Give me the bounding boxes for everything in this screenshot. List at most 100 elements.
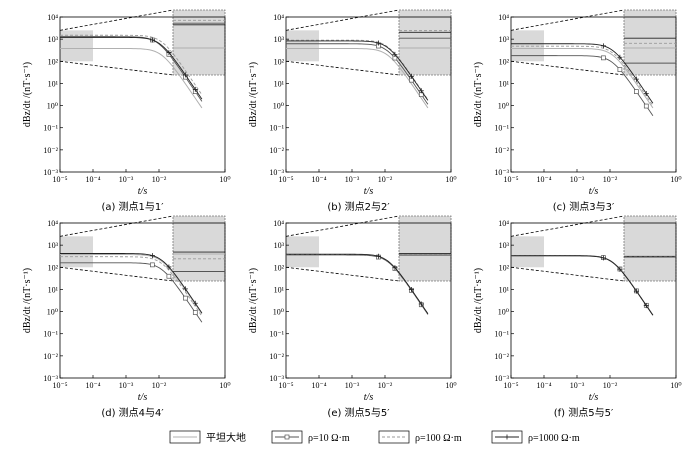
y-tick-label: 10⁴ bbox=[498, 13, 509, 22]
y-tick-label: 10³ bbox=[499, 241, 510, 250]
inset-zoom-box bbox=[623, 9, 677, 76]
panel-a: 10⁻⁵ 10⁻⁴ 10⁻³ 10⁻² 10⁰ 10⁴ 10³ 10² 10¹ 10⁰ 10⁻¹ 10… bbox=[22, 9, 231, 213]
series-r1000-line bbox=[60, 36, 203, 100]
x-tick-label: 10⁻³ bbox=[119, 381, 134, 390]
marker-square bbox=[643, 103, 649, 109]
marker-plus bbox=[166, 50, 172, 56]
legend-marker-plus bbox=[504, 434, 510, 440]
y-tick-label: 10² bbox=[499, 57, 510, 66]
series-r10-line bbox=[511, 55, 654, 117]
plot-frame bbox=[285, 222, 452, 379]
y-tick-label: 10² bbox=[48, 57, 59, 66]
y-tick-label: 10⁰ bbox=[47, 308, 58, 317]
y-tick-label: 10⁻³ bbox=[494, 168, 509, 177]
marker-plus bbox=[600, 255, 606, 261]
marker-plus bbox=[182, 72, 188, 78]
x-tick-label: 10⁻² bbox=[603, 381, 618, 390]
y-tick-label: 10¹ bbox=[48, 285, 59, 294]
y-axis-label: dBz/dt /(nT·s⁻¹) bbox=[473, 62, 484, 127]
panel-d: 10⁻⁵ 10⁻⁴ 10⁻³ 10⁻² 10⁰ 10⁴ 10³ 10² 10¹ 10⁰ 10⁻¹ 10… bbox=[22, 215, 231, 419]
x-tick-label: 10⁻⁵ bbox=[278, 175, 293, 184]
inset-zoom-box bbox=[172, 215, 226, 282]
x-tick-label: 10⁻² bbox=[378, 175, 393, 184]
x-tick-label: 10⁻³ bbox=[570, 381, 585, 390]
y-tick-label: 10⁰ bbox=[273, 102, 284, 111]
series-r1000-line bbox=[60, 253, 203, 314]
y-tick-label: 10¹ bbox=[48, 79, 59, 88]
y-tick-label: 10⁰ bbox=[498, 102, 509, 111]
x-axis-label: t/s bbox=[364, 392, 374, 403]
y-tick-label: 10⁻² bbox=[494, 352, 509, 361]
y-tick-label: 10⁰ bbox=[273, 308, 284, 317]
panel-f: 10⁻⁵ 10⁻⁴ 10⁻³ 10⁻² 10⁰ 10⁴ 10³ 10² 10¹ 10⁰ 10⁻¹ 10… bbox=[473, 215, 682, 419]
y-tick-label: 10⁻² bbox=[269, 352, 284, 361]
y-tick-label: 10⁻² bbox=[43, 352, 58, 361]
marker-plus bbox=[375, 40, 381, 46]
x-tick-label: 10⁻² bbox=[152, 175, 167, 184]
y-tick-label: 10⁴ bbox=[273, 219, 284, 228]
inset-zoom-box bbox=[398, 9, 452, 76]
marker-square bbox=[617, 67, 623, 72]
marker-plus bbox=[149, 37, 155, 43]
plot-frame bbox=[59, 222, 226, 379]
y-tick-label: 10³ bbox=[48, 35, 59, 44]
marker-square bbox=[192, 310, 198, 315]
series-flat-line bbox=[511, 47, 654, 109]
y-axis-label: dBz/dt /(nT·s⁻¹) bbox=[248, 62, 259, 127]
plot-frame bbox=[59, 16, 226, 173]
x-tick-label: 10⁻³ bbox=[345, 175, 360, 184]
marker-plus bbox=[617, 54, 623, 60]
panel-caption: (f) 测点5与5′ bbox=[554, 406, 614, 419]
y-tick-label: 10⁴ bbox=[47, 13, 58, 22]
x-axis-label: t/s bbox=[589, 392, 599, 403]
inset-connector-top bbox=[510, 215, 625, 237]
inset-source-window bbox=[60, 236, 93, 268]
y-axis-label: dBz/dt /(nT·s⁻¹) bbox=[22, 62, 33, 127]
marker-plus bbox=[418, 88, 424, 94]
x-tick-label: 10⁰ bbox=[219, 381, 230, 390]
y-tick-label: 10⁻² bbox=[43, 146, 58, 155]
marker-plus bbox=[408, 73, 414, 79]
y-tick-label: 10⁴ bbox=[273, 13, 284, 22]
series-flat-line bbox=[286, 47, 429, 109]
series-flat-line bbox=[60, 253, 203, 315]
x-tick-label: 10⁻⁵ bbox=[52, 175, 67, 184]
x-tick-label: 10⁻² bbox=[378, 381, 393, 390]
marker-plus bbox=[617, 266, 623, 272]
marker-plus bbox=[192, 86, 198, 92]
x-tick-label: 10⁻⁵ bbox=[503, 381, 518, 390]
series-r1000-line bbox=[286, 40, 429, 101]
y-axis-label: dBz/dt /(nT·s⁻¹) bbox=[22, 268, 33, 333]
y-tick-label: 10⁴ bbox=[498, 219, 509, 228]
marker-plus bbox=[633, 288, 639, 294]
x-tick-label: 10⁻⁴ bbox=[536, 175, 551, 184]
inset-connector-top bbox=[285, 215, 400, 237]
y-tick-label: 10⁻¹ bbox=[269, 124, 284, 133]
y-tick-label: 10⁻¹ bbox=[43, 124, 58, 133]
x-tick-label: 10⁻⁵ bbox=[52, 381, 67, 390]
series-r10-line bbox=[60, 36, 203, 102]
panel-c: 10⁻⁵ 10⁻⁴ 10⁻³ 10⁻² 10⁰ 10⁴ 10³ 10² 10¹ 10⁰ 10⁻¹ 10… bbox=[473, 9, 682, 213]
inset-source-window bbox=[511, 236, 544, 268]
series-r10-line bbox=[286, 43, 429, 105]
inset-connector-bottom bbox=[285, 60, 400, 76]
y-tick-label: 10⁻³ bbox=[494, 374, 509, 383]
marker-square bbox=[634, 89, 639, 94]
legend-item: ρ=1000 Ω·m bbox=[491, 430, 580, 444]
legend: 平坦大地 ρ=10 Ω·m ρ=100 Ω·m ρ=1000 Ω·m bbox=[169, 430, 580, 444]
y-tick-label: 10¹ bbox=[499, 285, 510, 294]
series-r100-line bbox=[60, 34, 203, 95]
y-tick-label: 10⁻¹ bbox=[43, 330, 58, 339]
legend-label: ρ=100 Ω·m bbox=[415, 433, 462, 444]
inset-zoom-box bbox=[172, 9, 226, 76]
series-r100-line bbox=[60, 256, 203, 317]
y-tick-label: 10⁻² bbox=[494, 146, 509, 155]
series-flat-line bbox=[60, 47, 203, 109]
y-axis-label: dBz/dt /(nT·s⁻¹) bbox=[473, 268, 484, 333]
marker-square bbox=[166, 273, 172, 279]
y-tick-label: 10⁻³ bbox=[269, 168, 284, 177]
x-tick-label: 10⁻⁵ bbox=[278, 381, 293, 390]
panel-caption: (e) 测点5与5′ bbox=[327, 406, 390, 419]
y-tick-label: 10⁻³ bbox=[269, 374, 284, 383]
